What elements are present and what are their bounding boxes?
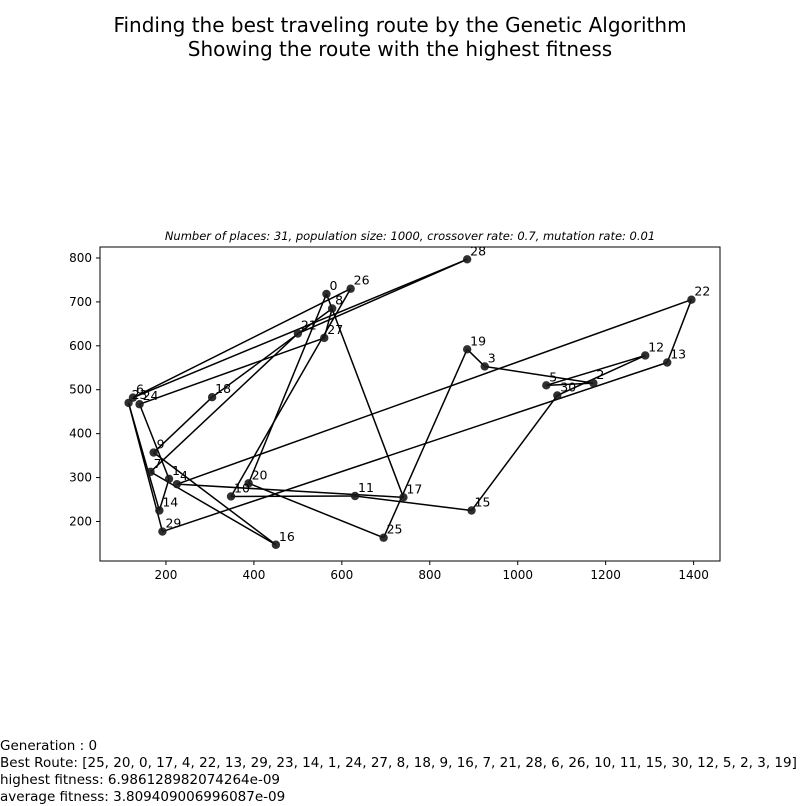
route-segment (151, 334, 298, 472)
city-label: 19 (470, 333, 486, 348)
city-label: 7 (154, 456, 162, 471)
route-segment (133, 289, 351, 398)
x-tick-label: 1400 (678, 568, 709, 582)
y-tick-label: 600 (69, 339, 92, 353)
generation-text: Generation : 0 (0, 738, 97, 755)
route-segment (162, 362, 667, 531)
route-segment (231, 289, 351, 497)
city-label: 30 (560, 379, 576, 394)
plot-area-frame (100, 247, 720, 561)
city-label: 0 (329, 278, 337, 293)
y-tick-label: 700 (69, 295, 92, 309)
x-tick-label: 400 (242, 568, 265, 582)
city-label: 11 (358, 480, 374, 495)
y-tick-label: 400 (69, 427, 92, 441)
route-segment (485, 366, 594, 383)
route-segment (384, 349, 468, 537)
city-label: 3 (488, 350, 496, 365)
city-label: 9 (157, 437, 165, 452)
city-label: 17 (406, 481, 422, 496)
city-points (124, 255, 695, 549)
city-label: 24 (143, 388, 159, 403)
y-tick-label: 300 (69, 471, 92, 485)
city-label: 28 (470, 243, 486, 258)
x-tick-label: 200 (155, 568, 178, 582)
y-tick-label: 200 (69, 514, 92, 528)
city-label: 10 (234, 480, 250, 495)
city-label: 15 (475, 494, 491, 509)
city-label: 26 (354, 273, 370, 288)
route-lines (129, 259, 692, 544)
city-label: 14 (162, 494, 178, 509)
route-segment (355, 496, 472, 510)
y-tick-label: 800 (69, 251, 92, 265)
city-label: 27 (327, 322, 343, 337)
city-label: 21 (301, 318, 317, 333)
x-tick-label: 800 (418, 568, 441, 582)
average-fitness-text: average fitness: 3.809409006996087e-09 (0, 789, 285, 806)
city-label: 4 (180, 468, 188, 483)
city-label: 5 (549, 369, 557, 384)
x-tick-label: 1200 (590, 568, 621, 582)
x-tick-label: 600 (330, 568, 353, 582)
city-label: 25 (387, 522, 403, 537)
city-label: 8 (335, 292, 343, 307)
x-tick-label: 1000 (502, 568, 533, 582)
best-route-text: Best Route: [25, 20, 0, 17, 4, 22, 13, 2… (0, 755, 797, 772)
city-label: 13 (670, 346, 686, 361)
city-label: 18 (215, 381, 231, 396)
route-segment (472, 395, 558, 510)
city-label: 12 (648, 339, 664, 354)
city-label: 20 (252, 467, 268, 482)
city-label: 29 (165, 516, 181, 531)
city-label: 2 (596, 367, 604, 382)
highest-fitness-text: highest fitness: 6.986128982074264e-09 (0, 772, 280, 789)
city-label: 16 (279, 529, 295, 544)
y-tick-label: 500 (69, 383, 92, 397)
city-label: 22 (694, 284, 710, 299)
chart-subtitle: Number of places: 31, population size: 1… (165, 229, 655, 243)
city-label: 1 (172, 463, 180, 478)
